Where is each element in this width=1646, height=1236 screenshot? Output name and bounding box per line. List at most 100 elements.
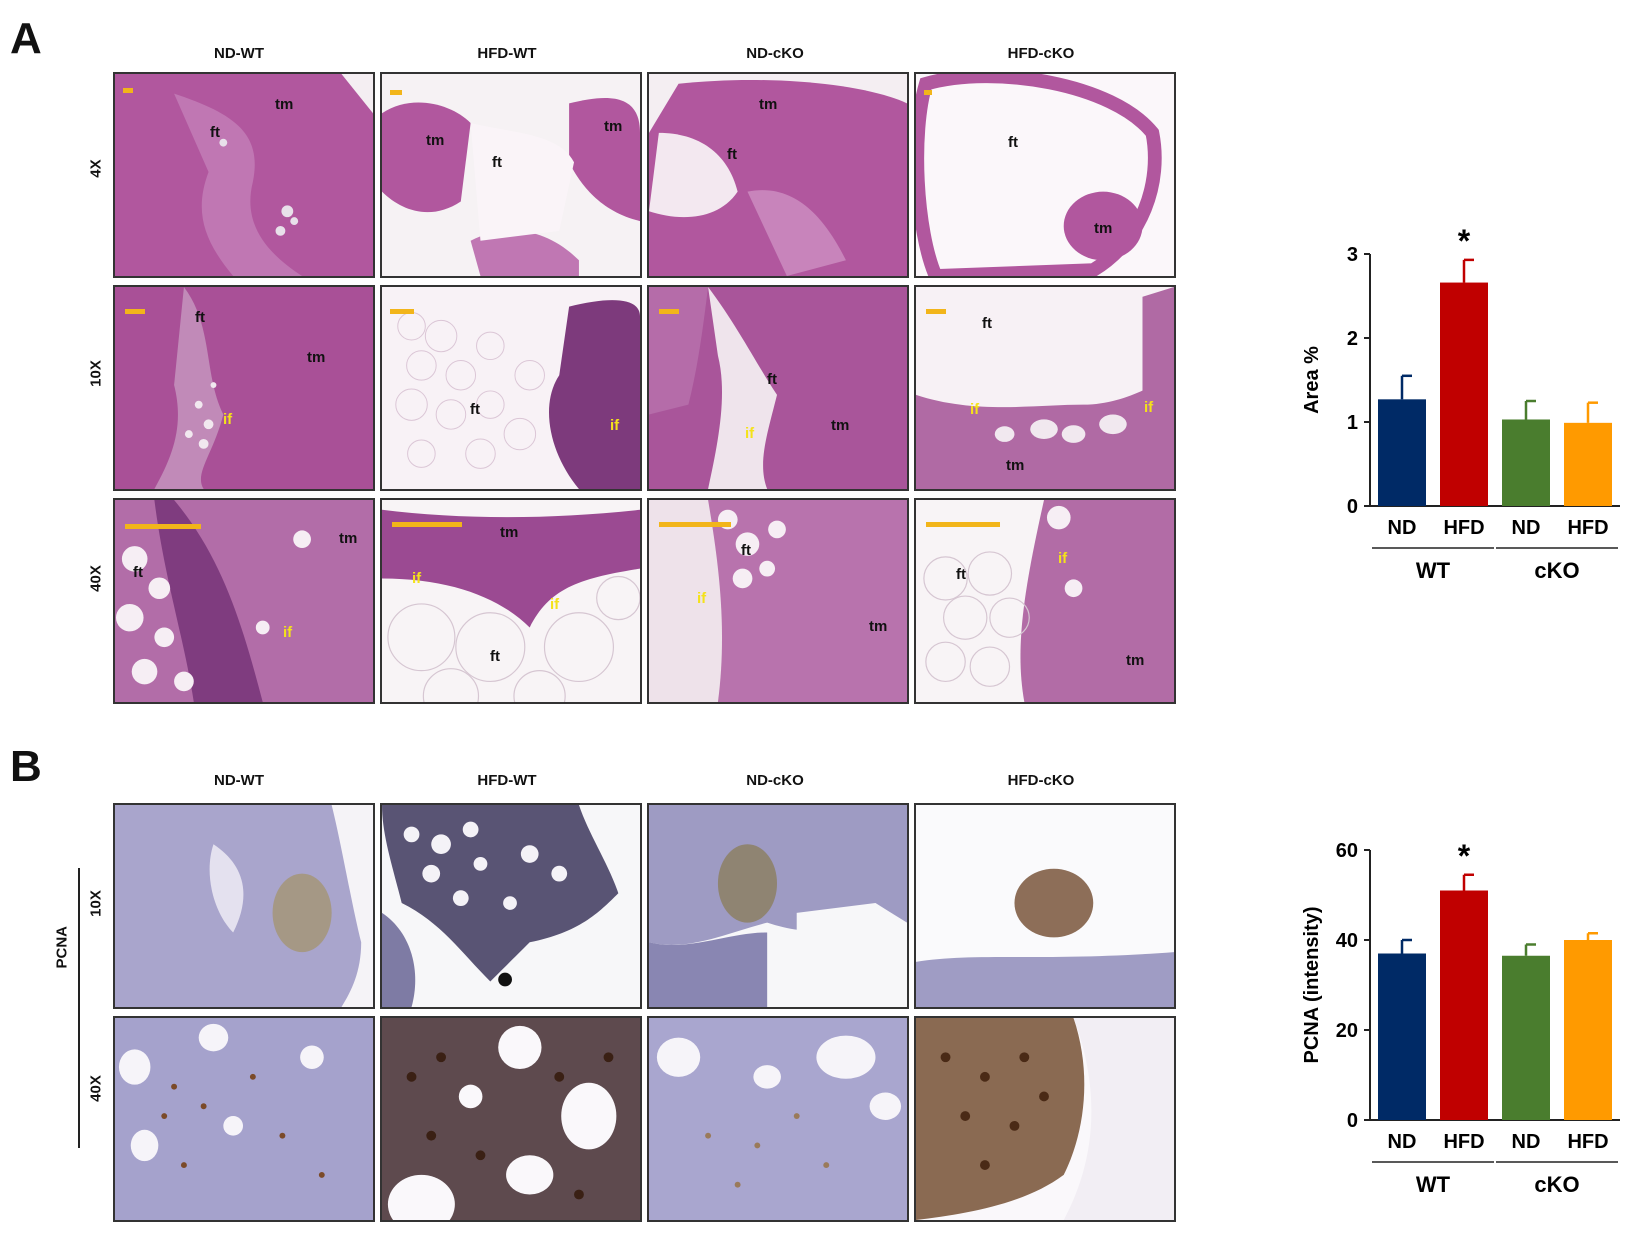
label-if: if — [223, 411, 233, 428]
bar — [1564, 940, 1612, 1120]
he-image-nd-cko-10x: ft if tm — [647, 285, 909, 491]
label-ft: ft — [195, 309, 205, 326]
he-image-nd-cko-4x: tm ft — [647, 72, 909, 278]
x-tick-label: ND — [1388, 517, 1417, 539]
col-label-nd-wt-b: ND-WT — [214, 772, 264, 789]
y-tick-label: 40 — [1336, 930, 1358, 952]
label-if: if — [610, 417, 620, 434]
label-tm: tm — [1006, 457, 1025, 474]
row-label-40x-b: 40X — [87, 1075, 105, 1102]
he-image-nd-wt-4x: tm ft — [113, 72, 375, 278]
label-ft: ft — [133, 564, 143, 581]
label-if: if — [970, 401, 980, 418]
bar — [1502, 955, 1550, 1120]
x-tick-label: ND — [1512, 1131, 1541, 1153]
label-ft: ft — [492, 154, 502, 171]
x-tick-label: HFD — [1443, 517, 1484, 539]
he-image-nd-wt-40x: ft tm if — [113, 498, 375, 704]
x-tick-label: ND — [1512, 517, 1541, 539]
label-if: if — [283, 624, 293, 641]
he-image-hfd-wt-4x: tm ft tm — [380, 72, 642, 278]
y-tick-label: 2 — [1347, 328, 1358, 350]
bar — [1502, 419, 1550, 506]
pcna-image-nd-cko-10x — [647, 803, 909, 1009]
col-label-nd-cko-b: ND-cKO — [746, 772, 804, 789]
significance-star: * — [1458, 838, 1471, 874]
panel-b-letter: B — [10, 742, 42, 791]
stain-label-pcna: PCNA — [53, 925, 71, 969]
y-axis-label: Area % — [1301, 346, 1323, 414]
label-if: if — [745, 425, 755, 442]
label-ft: ft — [982, 315, 992, 332]
label-tm: tm — [759, 96, 778, 113]
col-label-nd-cko-a: ND-cKO — [746, 45, 804, 62]
row-label-10x-b: 10X — [87, 890, 105, 917]
he-image-hfd-cko-10x: ft if if tm — [914, 285, 1176, 491]
label-tm: tm — [500, 524, 519, 541]
label-tm: tm — [307, 349, 326, 366]
y-tick-label: 20 — [1336, 1020, 1358, 1042]
label-ft: ft — [470, 401, 480, 418]
row-label-10x-a: 10X — [87, 360, 105, 387]
label-ft: ft — [767, 371, 777, 388]
label-tm: tm — [869, 618, 888, 635]
bar — [1378, 953, 1426, 1120]
label-ft: ft — [727, 146, 737, 163]
pcna-image-hfd-cko-10x — [914, 803, 1176, 1009]
pcna-bracket-line — [78, 868, 80, 1148]
label-ft: ft — [1008, 134, 1018, 151]
he-image-nd-wt-10x: ft tm if — [113, 285, 375, 491]
label-tm: tm — [275, 96, 294, 113]
col-label-nd-wt-a: ND-WT — [214, 45, 264, 62]
label-tm: tm — [426, 132, 445, 149]
x-tick-label: HFD — [1443, 1131, 1484, 1153]
he-image-nd-cko-40x: ft if tm — [647, 498, 909, 704]
group-label: WT — [1416, 1172, 1451, 1197]
col-label-hfd-cko-a: HFD-cKO — [1007, 45, 1075, 62]
he-image-hfd-wt-10x: ft if — [380, 285, 642, 491]
label-tm: tm — [831, 417, 850, 434]
chart-area-percent: 0 1 2 3 Area % ND HFD * ND HFD WT cKO — [1300, 223, 1640, 620]
pcna-image-hfd-wt-10x — [380, 803, 642, 1009]
bar — [1440, 890, 1488, 1120]
bar — [1440, 282, 1488, 506]
x-tick-label: HFD — [1567, 1131, 1608, 1153]
group-label: cKO — [1534, 1172, 1579, 1197]
he-image-hfd-wt-40x: tm if if ft — [380, 498, 642, 704]
label-if: if — [412, 570, 422, 587]
row-label-40x-a: 40X — [87, 565, 105, 592]
y-tick-label: 0 — [1347, 496, 1358, 518]
y-tick-label: 1 — [1347, 412, 1358, 434]
he-image-hfd-cko-4x: ft tm — [914, 72, 1176, 278]
label-ft: ft — [956, 566, 966, 583]
y-tick-label: 3 — [1347, 244, 1358, 266]
label-if: if — [697, 590, 707, 607]
label-tm: tm — [339, 530, 358, 547]
bar — [1564, 422, 1612, 506]
label-ft: ft — [210, 124, 220, 141]
pcna-image-nd-wt-40x — [113, 1016, 375, 1222]
col-label-hfd-wt-b: HFD-WT — [477, 772, 537, 789]
chart-pcna-intensity: 0 20 40 60 PCNA (intensity) ND HFD * ND HFD WT cKO — [1300, 830, 1640, 1230]
pcna-image-nd-cko-40x — [647, 1016, 909, 1222]
y-tick-label: 0 — [1347, 1110, 1358, 1132]
row-label-4x-a: 4X — [87, 159, 105, 178]
pcna-image-hfd-wt-40x — [380, 1016, 642, 1222]
label-ft: ft — [741, 542, 751, 559]
pcna-image-nd-wt-10x — [113, 803, 375, 1009]
col-label-hfd-wt-a: HFD-WT — [477, 45, 537, 62]
y-axis-label: PCNA (intensity) — [1301, 906, 1323, 1063]
group-label: cKO — [1534, 558, 1579, 583]
x-tick-label: HFD — [1567, 517, 1608, 539]
label-if: if — [550, 596, 560, 613]
pcna-image-hfd-cko-40x — [914, 1016, 1176, 1222]
bar — [1378, 399, 1426, 506]
label-tm: tm — [1094, 220, 1113, 237]
col-label-hfd-cko-b: HFD-cKO — [1007, 772, 1075, 789]
x-tick-label: ND — [1388, 1131, 1417, 1153]
he-image-hfd-cko-40x: ft if tm — [914, 498, 1176, 704]
group-label: WT — [1416, 558, 1451, 583]
label-ft: ft — [490, 648, 500, 665]
label-tm: tm — [604, 118, 623, 135]
significance-star: * — [1458, 223, 1471, 259]
